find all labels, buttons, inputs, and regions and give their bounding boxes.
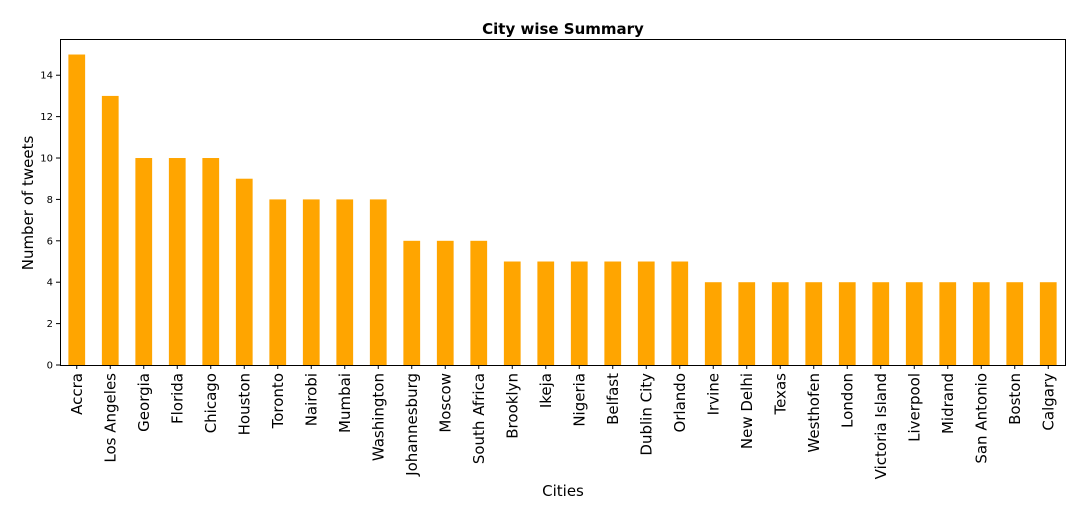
x-tick-label: Ikeja bbox=[537, 373, 555, 408]
bar-mumbai bbox=[336, 199, 354, 365]
x-tick-label: New Delhi bbox=[738, 373, 756, 449]
x-tick-label: Belfast bbox=[604, 373, 622, 425]
x-tick-label: Brooklyn bbox=[503, 373, 521, 439]
y-tick-label: 12 bbox=[40, 112, 53, 123]
x-tick-label: Johannesburg bbox=[403, 373, 421, 477]
bar-south-africa bbox=[470, 240, 488, 365]
bar-london bbox=[838, 282, 856, 365]
bar-boston bbox=[1006, 282, 1024, 365]
x-tick-label: Irvine bbox=[704, 373, 722, 415]
x-axis-title: Cities bbox=[542, 482, 584, 500]
x-tick-label: Boston bbox=[1006, 373, 1024, 425]
chart-title: City wise Summary bbox=[482, 20, 644, 38]
y-tick-label: 4 bbox=[47, 278, 53, 289]
bar-florida bbox=[168, 158, 186, 365]
x-tick-label: Houston bbox=[235, 373, 253, 435]
x-axis: Accra Los Angeles Georgia Florida Chicago Hou… bbox=[68, 365, 1057, 479]
bar-washington bbox=[369, 199, 387, 365]
x-tick-label: Mumbai bbox=[336, 373, 354, 433]
bar-dublin-city bbox=[637, 261, 655, 365]
x-tick-label: Chicago bbox=[202, 373, 220, 433]
bar-victoria-island bbox=[872, 282, 890, 365]
x-tick-label: Texas bbox=[771, 373, 789, 416]
x-tick-label: Accra bbox=[68, 373, 86, 415]
x-tick-label: Nigeria bbox=[570, 373, 588, 427]
x-tick-label: Victoria Island bbox=[872, 373, 890, 479]
bar-midrand bbox=[939, 282, 957, 365]
x-tick-label: Los Angeles bbox=[101, 373, 119, 463]
x-tick-label: Georgia bbox=[135, 373, 153, 432]
bar-johannesburg bbox=[403, 240, 421, 365]
x-tick-label: Orlando bbox=[671, 373, 689, 433]
x-tick-label: London bbox=[838, 373, 856, 428]
y-tick-label: 8 bbox=[47, 195, 53, 206]
y-axis: 0 2 4 6 8 10 12 14 bbox=[40, 71, 60, 372]
bars-group bbox=[68, 54, 1057, 366]
y-axis-title: Number of tweets bbox=[19, 136, 37, 271]
bar-new-delhi bbox=[738, 282, 756, 365]
bar-irvine bbox=[704, 282, 722, 365]
x-tick-label: Dublin City bbox=[637, 373, 655, 456]
bar-ikeja bbox=[537, 261, 555, 365]
x-tick-label: Nairobi bbox=[302, 373, 320, 426]
x-tick-label: Moscow bbox=[436, 373, 454, 433]
x-tick-label: Midrand bbox=[939, 373, 957, 434]
x-tick-label: Toronto bbox=[269, 373, 287, 429]
x-tick-label: Calgary bbox=[1039, 373, 1057, 431]
bar-toronto bbox=[269, 199, 287, 365]
x-tick-label: Florida bbox=[168, 373, 186, 424]
x-tick-label: Westhofen bbox=[805, 373, 823, 453]
bar-accra bbox=[68, 54, 86, 366]
bar-georgia bbox=[135, 158, 153, 365]
x-tick-label: South Africa bbox=[470, 373, 488, 464]
x-tick-label: Liverpool bbox=[905, 373, 923, 442]
bar-belfast bbox=[604, 261, 622, 365]
y-tick-label: 10 bbox=[40, 154, 53, 165]
x-tick-label: San Antonio bbox=[972, 373, 990, 464]
bar-nigeria bbox=[570, 261, 588, 365]
plot-frame bbox=[60, 39, 1066, 366]
y-tick-label: 0 bbox=[47, 361, 53, 372]
x-tick-label: Washington bbox=[369, 373, 387, 461]
bar-brooklyn bbox=[503, 261, 521, 365]
y-tick-label: 6 bbox=[47, 236, 53, 247]
y-tick-label: 2 bbox=[47, 319, 53, 330]
bar-liverpool bbox=[905, 282, 923, 365]
bar-westhofen bbox=[805, 282, 823, 365]
bar-houston bbox=[235, 178, 253, 365]
y-tick-label: 14 bbox=[40, 71, 53, 82]
bar-orlando bbox=[671, 261, 689, 365]
bar-nairobi bbox=[302, 199, 320, 365]
bar-calgary bbox=[1039, 282, 1057, 365]
bar-los-angeles bbox=[101, 95, 119, 366]
bar-moscow bbox=[436, 240, 454, 365]
bar-chicago bbox=[202, 158, 220, 365]
bar-san-antonio bbox=[972, 282, 990, 365]
bar-texas bbox=[771, 282, 789, 365]
